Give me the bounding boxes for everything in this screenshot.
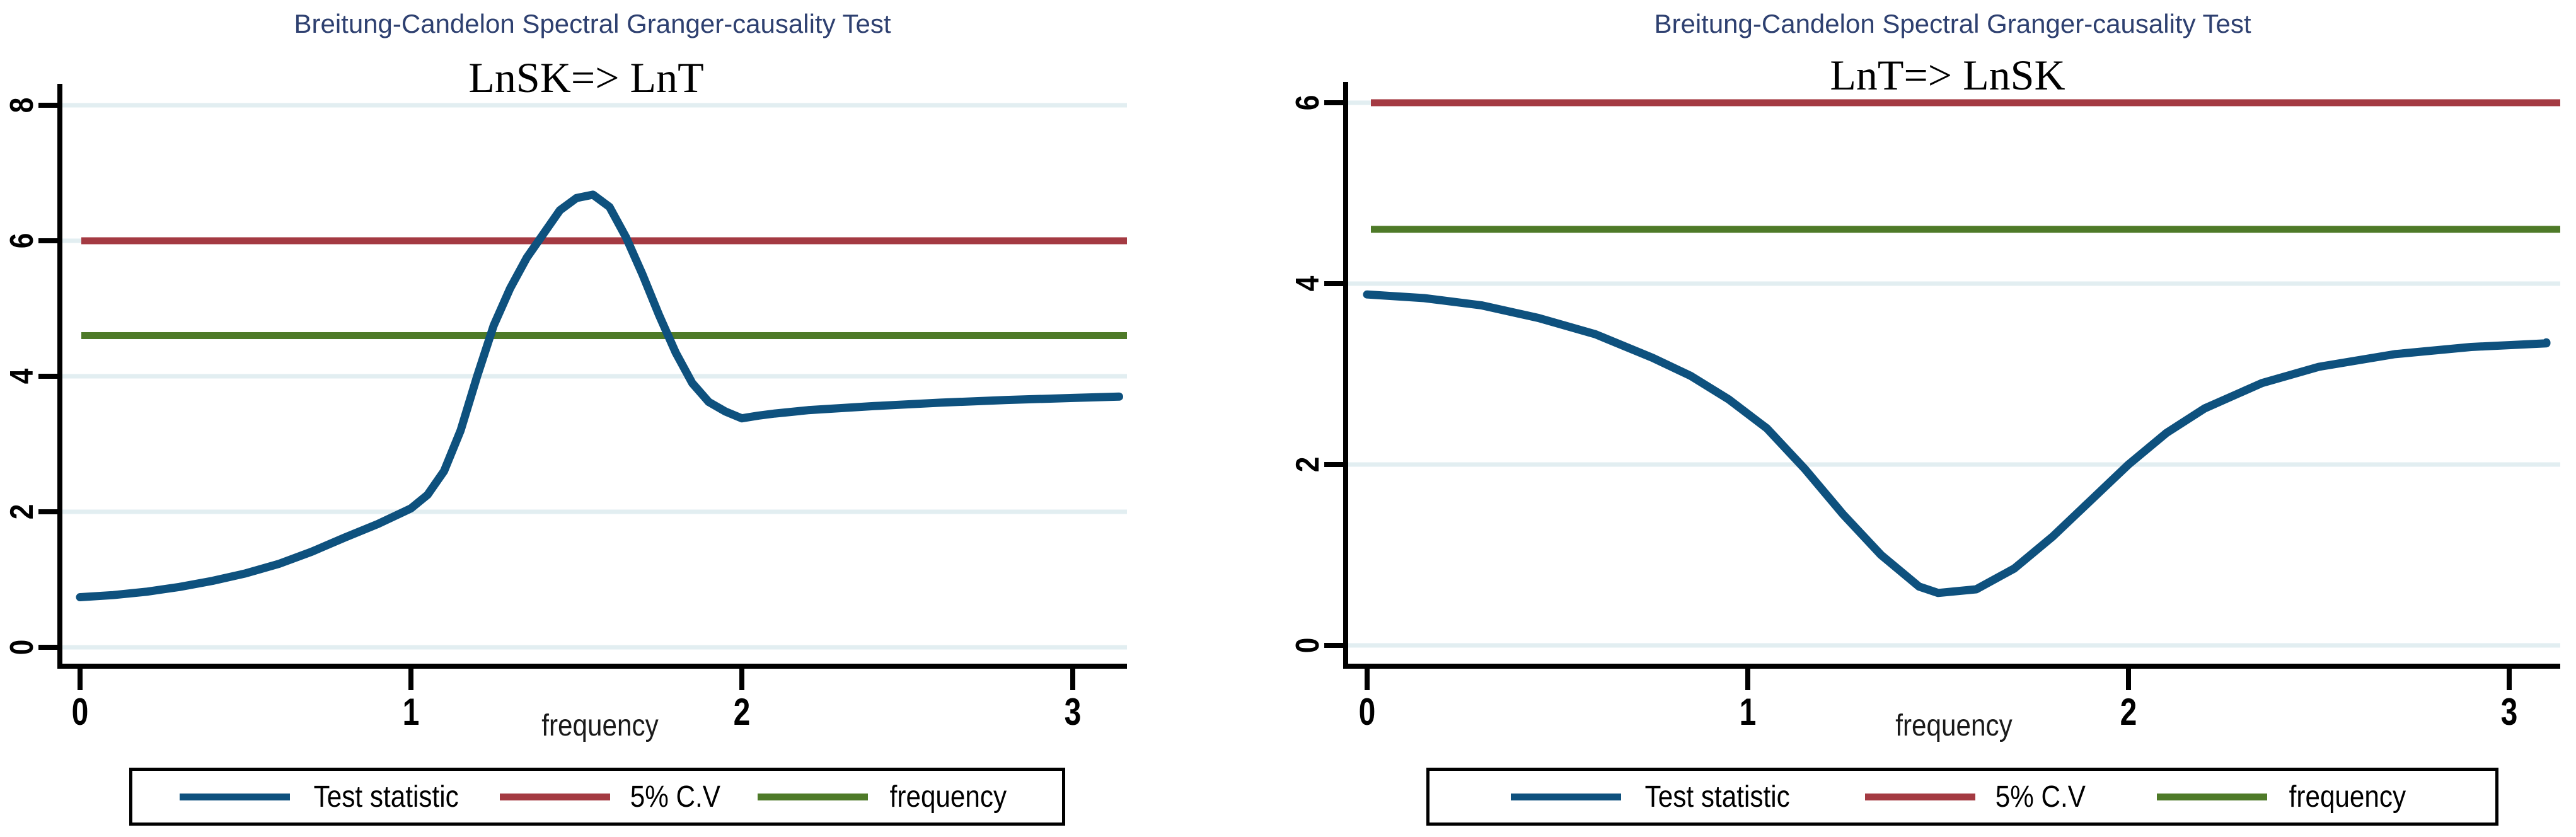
x-tick-label: 2 [2120, 691, 2137, 733]
chart-title-left: Breitung-Candelon Spectral Granger-causa… [294, 9, 891, 38]
legend-label-frequency: frequency [2289, 780, 2406, 814]
y-tick-label: 6 [1290, 95, 1326, 111]
x-tick-label: 1 [402, 691, 420, 733]
chart-subtitle-right: LnT=> LnSK [1830, 51, 2065, 99]
legend-label-test-statistic: Test statistic [1644, 780, 1790, 814]
legend-item-test-statistic: Test statistic [1510, 780, 1799, 814]
legend-right: Test statistic 5% C.V frequency [1426, 768, 2498, 826]
legend-item-test-statistic: Test statistic [179, 780, 468, 814]
legend-label-cv5: 5% C.V [1995, 780, 2086, 814]
test-statistic-curve [1363, 290, 2551, 597]
x-tick-label: 1 [1739, 691, 1757, 733]
legend-item-cv5: 5% C.V [1864, 780, 2092, 814]
frequency-line-swatch [2157, 793, 2268, 800]
y-tick-label: 2 [4, 504, 40, 520]
y-tick-label: 6 [4, 233, 40, 249]
legend-item-cv5: 5% C.V [499, 780, 727, 814]
legend-label-test-statistic: Test statistic [313, 780, 459, 814]
y-tick-label: 8 [4, 97, 40, 113]
x-tick-label: 3 [1064, 691, 1082, 733]
cv5-line-swatch [499, 793, 610, 800]
y-tick-label: 2 [1290, 456, 1326, 473]
x-axis-label-right: frequency [1895, 709, 2013, 742]
cv5-line-swatch [1864, 793, 1975, 800]
y-tick-label: 0 [4, 639, 40, 655]
x-tick-label: 0 [1358, 691, 1376, 733]
x-tick-label: 3 [2500, 691, 2518, 733]
y-tick-label: 0 [1290, 637, 1326, 654]
legend-label-cv5: 5% C.V [630, 780, 720, 814]
x-tick-label: 0 [71, 691, 89, 733]
y-tick-label: 4 [4, 368, 40, 384]
test-statistic-curve [76, 190, 1123, 601]
y-tick-label: 4 [1290, 275, 1326, 292]
test-statistic-line-swatch [179, 793, 290, 800]
legend-item-frequency: frequency [2157, 780, 2414, 814]
frequency-line-swatch [758, 793, 869, 800]
test-statistic-line-swatch [1510, 793, 1621, 800]
legend-item-frequency: frequency [758, 780, 1015, 814]
chart-subtitle-left: LnSK=> LnT [468, 54, 704, 101]
legend-left: Test statistic 5% C.V frequency [129, 768, 1065, 826]
x-axis-label-left: frequency [541, 709, 659, 742]
chart-title-right: Breitung-Candelon Spectral Granger-causa… [1654, 9, 2251, 38]
legend-label-frequency: frequency [890, 780, 1007, 814]
x-tick-label: 2 [733, 691, 751, 733]
